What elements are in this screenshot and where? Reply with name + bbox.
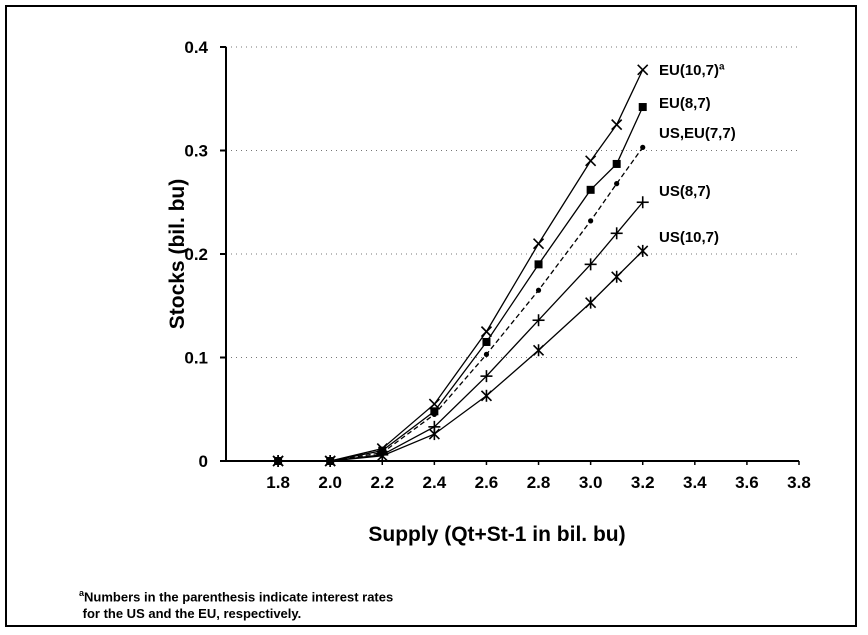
y-tick-label: 0.1 (184, 349, 208, 368)
data-point (636, 196, 649, 209)
data-point (483, 351, 490, 357)
data-point (640, 144, 646, 150)
grid-lines (226, 46, 799, 358)
series-lines (278, 69, 644, 462)
data-point (532, 314, 545, 327)
data-point (585, 296, 597, 309)
figure-frame (5, 5, 857, 627)
series-label: EU(8,7) (659, 95, 711, 112)
data-point (482, 337, 491, 346)
data-point (532, 238, 545, 250)
data-point (534, 260, 543, 269)
series-line-5 (278, 250, 644, 462)
data-point (612, 159, 621, 168)
data-point (272, 455, 284, 467)
data-point (637, 64, 649, 76)
x-tick-label: 2.2 (370, 473, 394, 492)
data-point (324, 455, 336, 467)
x-tick-label: 2.4 (423, 473, 447, 492)
data-point (637, 244, 649, 257)
data-point (428, 428, 440, 441)
data-point (588, 218, 594, 224)
x-tick-label: 2.0 (318, 473, 342, 492)
x-tick-label: 1.8 (266, 473, 290, 492)
data-point (376, 449, 388, 462)
y-tick-label: 0.3 (184, 142, 208, 161)
y-axis-label: Stocks (bil. bu) (166, 179, 189, 330)
x-tick-label: 2.6 (475, 473, 499, 492)
x-tick-labels: 1.8 2.0 2.2 2.4 2.6 2.8 3.0 3.2 3.4 3.6 3.8 (266, 473, 811, 492)
footnote-line-2: for the US and the EU, respectively. (82, 606, 302, 622)
footnote-line-1: aNumbers in the parenthesis indicate int… (79, 588, 394, 605)
x-tick-label: 3.4 (683, 473, 707, 492)
x-axis-label: Supply (Qt+St-1 in bil. bu) (368, 523, 625, 546)
data-point (480, 389, 493, 402)
x-tick-label: 2.8 (527, 473, 551, 492)
data-point (480, 370, 493, 383)
footnote: aNumbers in the parenthesis indicate int… (79, 585, 393, 622)
series-line-4 (278, 201, 644, 462)
data-point (585, 155, 597, 167)
x-tick-label: 3.8 (787, 473, 811, 492)
y-tick-labels: 0 0.1 0.2 0.3 0.4 (184, 38, 208, 471)
y-tick-label: 0 (199, 452, 208, 471)
series-markers (272, 64, 649, 467)
series-label: US(10,7) (659, 229, 719, 246)
x-tick-label: 3.0 (579, 473, 603, 492)
data-point (584, 258, 597, 271)
data-point (610, 227, 623, 240)
series-line-2 (278, 106, 644, 462)
series-label: EU(10,7)ª (659, 62, 725, 79)
data-point (611, 119, 623, 131)
data-point (614, 181, 620, 187)
series-label: US(8,7) (659, 183, 711, 200)
data-point (535, 287, 542, 293)
x-tick-label: 3.6 (735, 473, 759, 492)
data-point (611, 270, 623, 283)
data-point (480, 326, 493, 338)
data-point (586, 185, 595, 194)
data-point (431, 411, 437, 418)
y-tick-label: 0.2 (184, 245, 208, 264)
data-point (532, 344, 545, 357)
series-label: US,EU(7,7) (659, 125, 736, 142)
data-point (430, 407, 439, 416)
data-point (638, 103, 647, 112)
series-labels: EU(10,7)ª EU(8,7) US,EU(7,7) US(8,7) US(10,7… (659, 62, 736, 246)
y-tick-label: 0.4 (184, 38, 208, 57)
x-tick-label: 3.2 (631, 473, 655, 492)
axes (220, 46, 800, 465)
